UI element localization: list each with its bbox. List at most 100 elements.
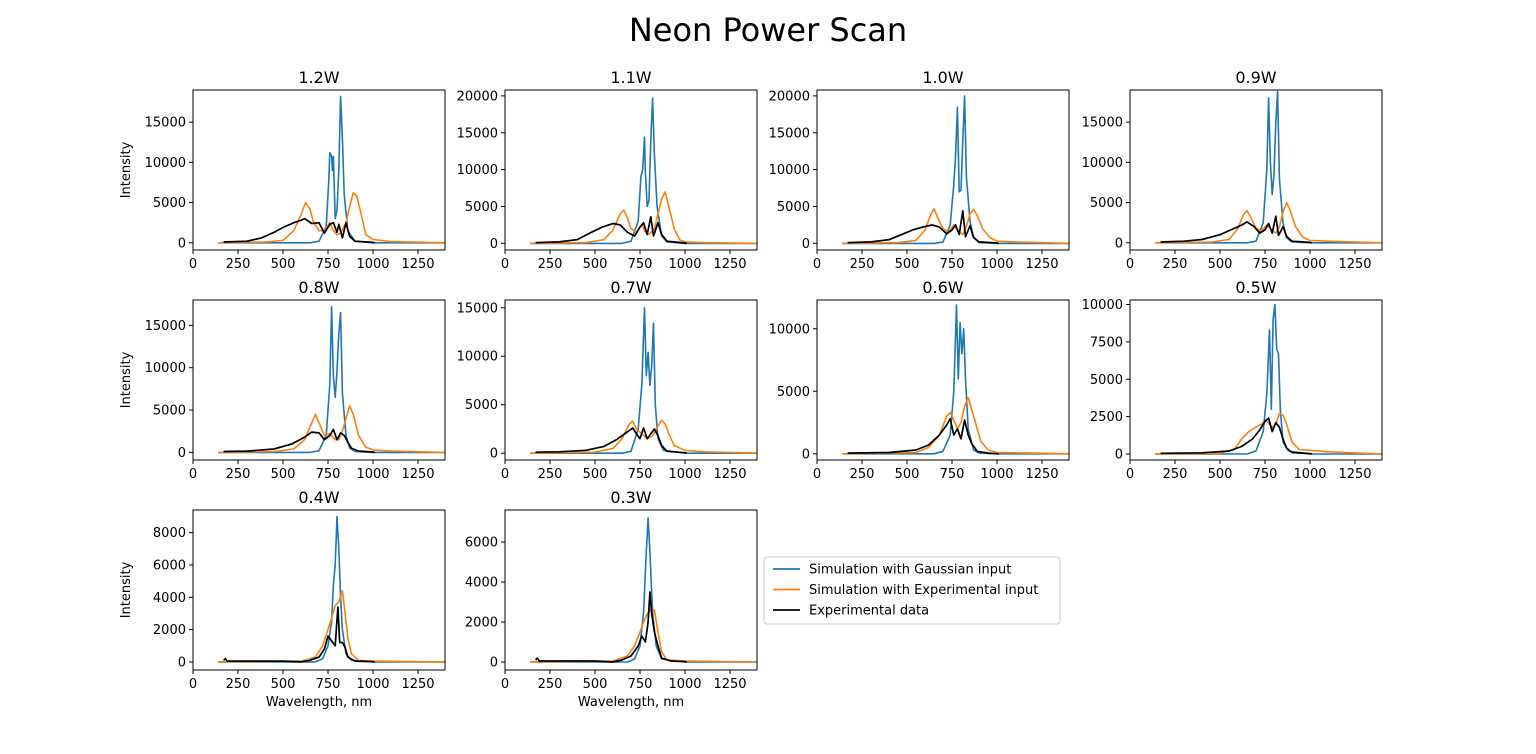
y-tick-label: 20000 xyxy=(769,89,810,104)
subplot-title: 0.5W xyxy=(1235,278,1276,297)
y-tick-label: 5000 xyxy=(465,398,498,413)
subplot-1: 0 250 500 750 1000 1250 0 5000 10000 15000 1.2W Int… xyxy=(119,68,446,272)
series-line-gaussian xyxy=(218,306,445,454)
subplot-2: 0 250 500 750 1000 1250 0 5000 10000 15000 20000 1.… xyxy=(457,68,758,272)
series-line-experimental-data xyxy=(1160,215,1312,244)
subplot-6: 0 250 500 750 1000 1250 0 5000 10000 15000 0.7W xyxy=(457,278,758,482)
x-tick-label: 1000 xyxy=(980,467,1013,482)
y-tick-label: 0 xyxy=(178,446,186,461)
x-tick-label: 500 xyxy=(583,467,608,482)
y-tick-label: 5000 xyxy=(777,385,810,400)
subplot-title: 1.2W xyxy=(298,68,339,87)
series-line-experimental-data xyxy=(223,606,375,663)
axes-frame xyxy=(504,299,758,461)
y-tick-label: 5000 xyxy=(777,200,810,215)
y-tick-label: 10000 xyxy=(1082,298,1123,313)
subplot-8: 0 250 500 750 1000 1250 0 2500 5000 7500 10000 0.5W xyxy=(1082,278,1383,482)
axes-frame xyxy=(192,509,446,671)
x-tick-label: 1250 xyxy=(401,677,434,692)
y-tick-label: 0 xyxy=(1115,236,1123,251)
subplot-title: 0.4W xyxy=(298,488,339,507)
x-tick-label: 500 xyxy=(895,257,920,272)
x-tick-label: 1250 xyxy=(713,467,746,482)
y-tick-label: 0 xyxy=(178,236,186,251)
x-axis-label: Wavelength, nm xyxy=(266,695,372,710)
y-tick-label: 0 xyxy=(490,656,498,671)
x-tick-label: 0 xyxy=(501,467,509,482)
y-tick-label: 20000 xyxy=(457,89,498,104)
y-tick-label: 4000 xyxy=(153,591,186,606)
subplot-lines xyxy=(1155,303,1382,455)
y-tick-label: 5000 xyxy=(1090,373,1123,388)
x-tick-label: 750 xyxy=(940,467,965,482)
x-tick-label: 0 xyxy=(1126,257,1134,272)
y-tick-label: 15000 xyxy=(457,301,498,316)
subplot-grid: 0 250 500 750 1000 12500500010000150001.2WInt… xyxy=(119,68,1383,710)
x-tick-label: 1250 xyxy=(401,467,434,482)
x-tick-label: 750 xyxy=(628,257,653,272)
subplot-lines xyxy=(218,95,445,244)
x-tick-label: 500 xyxy=(271,677,296,692)
subplot-title: 1.0W xyxy=(922,68,963,87)
x-tick-label: 1250 xyxy=(1025,467,1058,482)
axes-frame xyxy=(192,299,446,461)
legend-box xyxy=(763,556,1061,625)
x-tick-label: 500 xyxy=(1208,257,1233,272)
y-tick-label: 5000 xyxy=(153,196,186,211)
series-line-gaussian xyxy=(530,517,757,663)
x-tick-label: 500 xyxy=(583,257,608,272)
x-tick-label: 500 xyxy=(583,677,608,692)
x-tick-label: 750 xyxy=(316,677,341,692)
subplot-9: 0 250 500 750 1000 1250 0 2000 4000 6000 8000 0.4W I… xyxy=(119,488,446,710)
subplot-lines xyxy=(1155,90,1382,244)
series-line-experimental-input xyxy=(218,192,445,244)
subplot-title: 1.1W xyxy=(610,68,651,87)
x-tick-label: 1250 xyxy=(713,677,746,692)
subplot-title: 0.6W xyxy=(922,278,963,297)
y-tick-label: 0 xyxy=(178,655,186,670)
subplot-7: 0 250 500 750 1000 1250 0 5000 10000 0.6W xyxy=(769,278,1070,482)
x-tick-label: 750 xyxy=(1253,467,1278,482)
figure-title: Neon Power Scan xyxy=(629,11,907,49)
legend-entry-gaussian: Simulation with Gaussian input xyxy=(773,563,1011,578)
x-tick-label: 0 xyxy=(189,467,197,482)
legend-label: Simulation with Experimental input xyxy=(809,583,1038,598)
y-tick-label: 6000 xyxy=(465,536,498,551)
axes-frame xyxy=(192,89,446,251)
series-line-gaussian xyxy=(842,304,1069,455)
x-tick-label: 750 xyxy=(316,257,341,272)
series-line-experimental-input xyxy=(530,419,757,454)
y-tick-label: 6000 xyxy=(153,558,186,573)
x-tick-label: 1000 xyxy=(668,677,701,692)
axes-frame xyxy=(504,509,758,671)
x-tick-label: 1250 xyxy=(401,257,434,272)
subplot-5: 0 250 500 750 1000 1250 0 5000 10000 15000 0.8W Int… xyxy=(119,278,446,482)
y-tick-label: 10000 xyxy=(457,350,498,365)
x-tick-label: 250 xyxy=(1163,467,1188,482)
y-tick-label: 7500 xyxy=(1090,335,1123,350)
subplot-10: 0 250 500 750 1000 1250 0 2000 4000 6000 0.3W Wavel… xyxy=(465,488,758,710)
y-tick-label: 15000 xyxy=(769,126,810,141)
x-tick-label: 0 xyxy=(813,257,821,272)
axes-frame xyxy=(1129,299,1383,461)
subplot-lines xyxy=(530,307,757,455)
x-tick-label: 0 xyxy=(189,677,197,692)
x-tick-label: 500 xyxy=(1208,467,1233,482)
subplot-lines xyxy=(218,515,445,663)
y-tick-label: 8000 xyxy=(153,526,186,541)
y-axis-label: Intensity xyxy=(119,351,134,408)
x-tick-label: 750 xyxy=(1253,257,1278,272)
subplot-3: 0 250 500 750 1000 1250 0 5000 10000 15000 20000 1.… xyxy=(769,68,1070,272)
legend: Simulation with Gaussian input Simulation… xyxy=(763,556,1061,625)
x-tick-label: 1000 xyxy=(668,257,701,272)
x-tick-label: 250 xyxy=(226,467,251,482)
y-tick-label: 15000 xyxy=(145,319,186,334)
series-line-experimental-data xyxy=(847,417,999,455)
y-tick-label: 10000 xyxy=(769,322,810,337)
x-tick-label: 0 xyxy=(813,467,821,482)
x-tick-label: 250 xyxy=(226,257,251,272)
x-tick-label: 250 xyxy=(850,257,875,272)
y-tick-label: 4000 xyxy=(465,576,498,591)
